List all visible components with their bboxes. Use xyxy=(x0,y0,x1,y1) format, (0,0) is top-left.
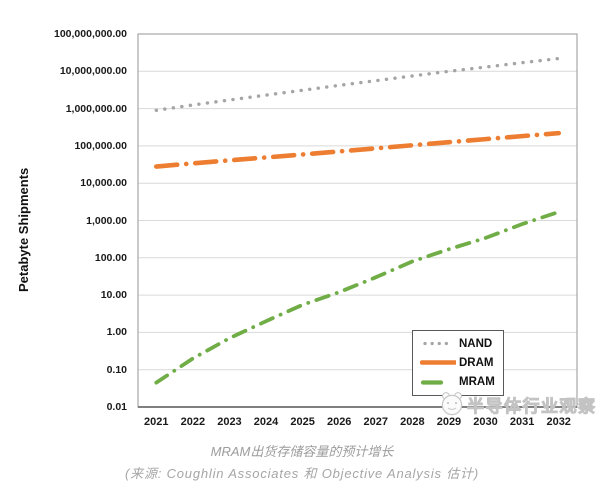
legend-label: DRAM xyxy=(459,356,494,369)
y-tick-label: 10,000,000.00 xyxy=(59,65,127,78)
legend-label: NAND xyxy=(459,337,493,350)
y-tick-label: 1.00 xyxy=(106,326,127,339)
y-tick-label: 100,000,000.00 xyxy=(54,28,127,40)
x-tick-label: 2029 xyxy=(436,416,462,428)
y-tick-label: 0.01 xyxy=(106,401,127,413)
legend-swatch-nand-line-icon xyxy=(423,342,453,346)
legend-item-mram: MRAM xyxy=(420,376,499,388)
x-tick-label: 2024 xyxy=(253,416,279,428)
y-tick-label: 0.10 xyxy=(106,363,127,376)
y-tick-label: 100,000.00 xyxy=(74,139,127,152)
x-tick-label: 2026 xyxy=(326,416,352,428)
x-tick-label: 2032 xyxy=(546,416,571,428)
chart-source: (来源: Coughlin Associates 和 Objective Ana… xyxy=(125,466,479,481)
y-tick-label: 10,000.00 xyxy=(80,177,127,190)
y-tick-label: 1,000.00 xyxy=(86,214,127,227)
legend: NAND DRAM MRAM xyxy=(412,330,504,396)
x-tick-label: 2022 xyxy=(180,416,206,428)
x-tick-label: 2023 xyxy=(217,416,242,428)
y-tick-label: 10.00 xyxy=(100,289,127,302)
legend-item-nand: NAND xyxy=(420,338,499,350)
series-lines xyxy=(153,56,562,385)
x-tick-label: 2028 xyxy=(400,416,425,428)
legend-swatch-dram-line-icon xyxy=(420,360,456,366)
legend-swatch-mram-line-icon xyxy=(420,380,444,385)
chart-title: MRAM出货存储容量的预计增长 xyxy=(210,444,394,459)
x-tick-label: 2030 xyxy=(473,416,498,428)
series-line-nand xyxy=(154,56,561,113)
x-tick-label: 2025 xyxy=(290,416,315,428)
legend-item-dram: DRAM xyxy=(420,357,499,369)
series-line-mram xyxy=(154,210,561,385)
x-tick-label: 2027 xyxy=(363,416,389,428)
y-tick-label: 100.00 xyxy=(94,251,127,264)
x-tick-label: 2031 xyxy=(509,416,535,428)
series-line-dram xyxy=(153,130,562,169)
legend-label: MRAM xyxy=(459,376,495,389)
gridlines xyxy=(138,70,577,371)
x-tick-label: 2021 xyxy=(144,416,169,428)
y-tick-label: 1,000,000.00 xyxy=(65,102,127,115)
